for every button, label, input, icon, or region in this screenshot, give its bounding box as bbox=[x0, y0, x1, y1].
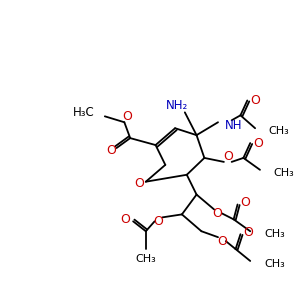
Text: O: O bbox=[223, 150, 233, 164]
Text: CH₃: CH₃ bbox=[274, 168, 294, 178]
Text: CH₃: CH₃ bbox=[264, 229, 285, 239]
Text: O: O bbox=[217, 235, 227, 248]
Text: O: O bbox=[134, 177, 144, 190]
Text: H₃C: H₃C bbox=[73, 106, 95, 119]
Text: CH₃: CH₃ bbox=[269, 126, 290, 136]
Text: CH₃: CH₃ bbox=[264, 259, 285, 269]
Text: NH: NH bbox=[225, 119, 242, 132]
Text: O: O bbox=[122, 110, 132, 123]
Text: O: O bbox=[253, 136, 263, 150]
Text: O: O bbox=[243, 226, 253, 239]
Text: O: O bbox=[107, 143, 117, 157]
Text: O: O bbox=[240, 196, 250, 209]
Text: CH₃: CH₃ bbox=[135, 254, 156, 264]
Text: O: O bbox=[120, 213, 130, 226]
Text: O: O bbox=[212, 207, 222, 220]
Text: NH₂: NH₂ bbox=[166, 99, 188, 112]
Text: O: O bbox=[154, 215, 164, 228]
Text: O: O bbox=[250, 94, 260, 107]
